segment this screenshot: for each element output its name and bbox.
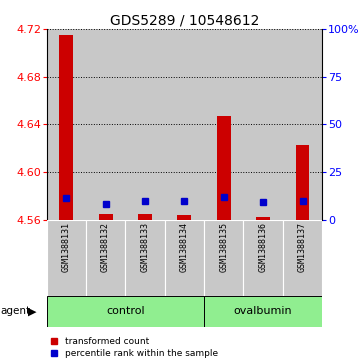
Bar (204, 220, 243, 296)
Bar (256, 217, 270, 220)
Bar (178, 215, 191, 220)
Bar (125, 29, 165, 220)
Bar (86, 220, 125, 296)
Bar (99, 214, 112, 220)
Text: control: control (106, 306, 145, 316)
Text: GSM1388136: GSM1388136 (258, 222, 268, 272)
Bar (296, 144, 309, 220)
Bar (217, 116, 231, 220)
Bar (138, 214, 152, 220)
Bar (47, 220, 86, 296)
Text: GSM1388137: GSM1388137 (298, 222, 307, 272)
Bar (86, 29, 125, 220)
Bar (283, 29, 322, 220)
Bar (204, 29, 243, 220)
Bar (47, 29, 86, 220)
Bar (165, 220, 204, 296)
Legend: transformed count, percentile rank within the sample: transformed count, percentile rank withi… (51, 338, 218, 358)
Bar (59, 35, 73, 220)
Text: ovalbumin: ovalbumin (234, 306, 292, 316)
Text: ▶: ▶ (28, 306, 36, 316)
Text: GSM1388135: GSM1388135 (219, 222, 228, 272)
Bar (204, 296, 322, 327)
Bar (283, 220, 322, 296)
Bar (125, 220, 165, 296)
Text: agent: agent (0, 306, 30, 316)
Text: GSM1388134: GSM1388134 (180, 222, 189, 272)
Bar (243, 220, 283, 296)
Text: GSM1388133: GSM1388133 (140, 222, 150, 272)
Bar (165, 29, 204, 220)
Title: GDS5289 / 10548612: GDS5289 / 10548612 (110, 14, 259, 28)
Text: GSM1388131: GSM1388131 (62, 222, 71, 272)
Text: GSM1388132: GSM1388132 (101, 222, 110, 272)
Bar (243, 29, 283, 220)
Bar (47, 296, 204, 327)
